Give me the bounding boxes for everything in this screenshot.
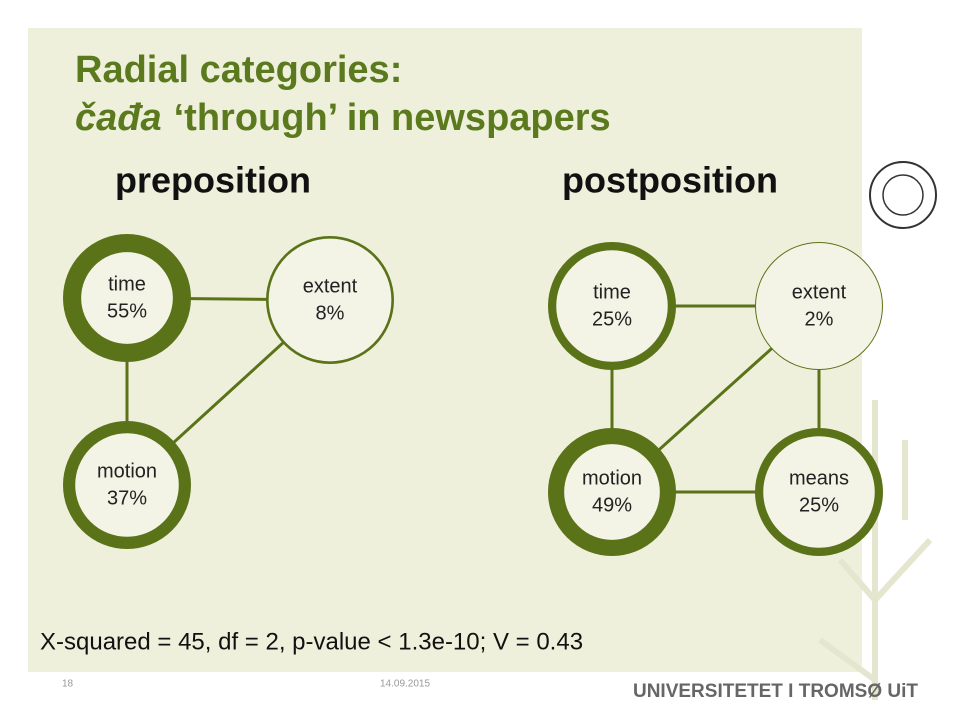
node-value: 55% — [107, 300, 147, 322]
decor-branch — [818, 400, 933, 700]
decor-tree — [818, 400, 933, 700]
logo: UNIVERSITETET I TROMSØ UiT — [633, 681, 918, 702]
node-label: time — [593, 281, 631, 303]
node-label: means — [789, 467, 849, 489]
seal-ring — [869, 161, 937, 229]
node-label: motion — [582, 467, 642, 489]
page-number: 18 — [62, 679, 74, 690]
node-ring — [755, 428, 883, 556]
node-value: 25% — [799, 494, 839, 516]
title-term: čađa — [75, 97, 162, 139]
diagram: preposition time 55% extent 8% motion 37% — [62, 160, 395, 550]
node-value: 25% — [592, 308, 632, 330]
node-ring — [548, 242, 676, 370]
stats: X-squared = 45, df = 2, p-value < 1.3e-1… — [40, 628, 583, 655]
title-rest: ‘through’ in newspapers — [174, 97, 611, 139]
node-label: time — [108, 273, 146, 295]
node-ring — [62, 233, 191, 362]
node-ring — [62, 421, 191, 550]
node-label: extent — [303, 275, 358, 297]
diagram-heading: postposition — [562, 160, 778, 201]
node-value: 49% — [592, 494, 632, 516]
node-value: 2% — [805, 308, 834, 330]
title-line-2: čađa ‘through’ in newspapers — [75, 97, 611, 139]
diagrams: preposition time 55% extent 8% motion 37% postp… — [62, 160, 883, 556]
node-ring — [755, 242, 883, 370]
node-value: 37% — [107, 487, 147, 509]
node-label: extent — [792, 281, 847, 303]
diagram-heading: preposition — [115, 160, 311, 201]
seal-inner — [882, 174, 924, 216]
node-value: 8% — [316, 302, 345, 324]
node-ring — [548, 427, 677, 556]
node-label: motion — [97, 460, 157, 482]
title-line-1: Radial categories: — [75, 49, 402, 91]
diagram: postposition time 25% extent 2% motion 49% mean… — [548, 160, 883, 556]
university-seal — [869, 161, 937, 229]
content-panel — [28, 28, 862, 672]
date: 14.09.2015 — [380, 679, 430, 690]
node-ring — [266, 236, 395, 365]
